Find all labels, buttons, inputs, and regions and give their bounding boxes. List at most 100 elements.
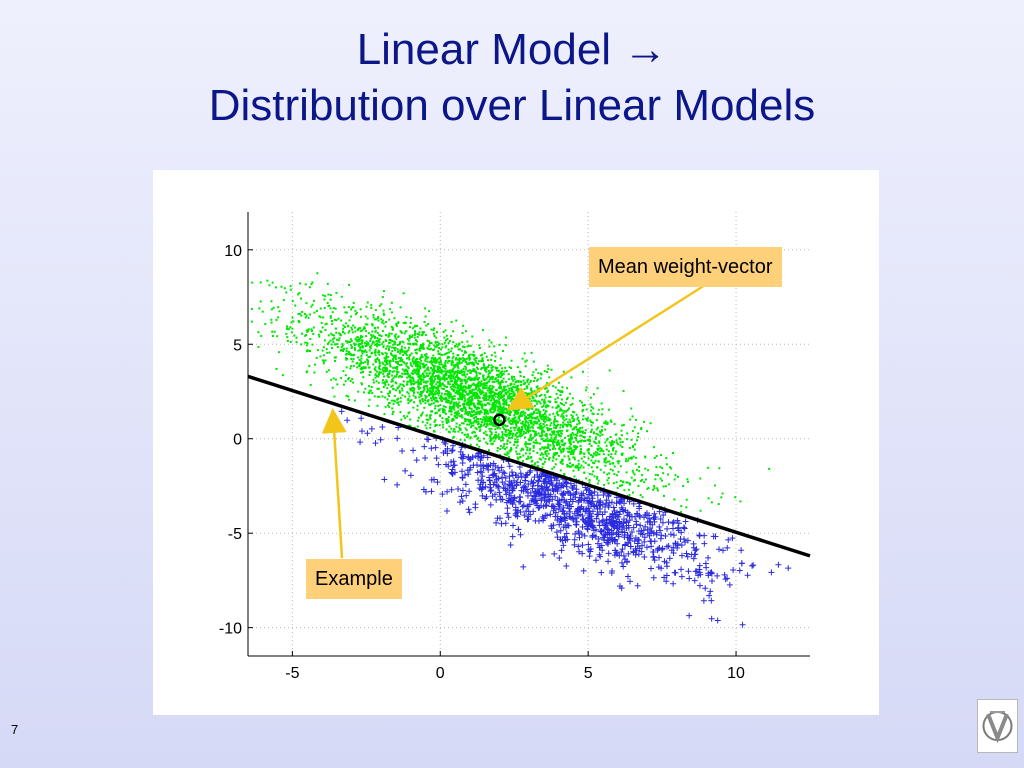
green-sample-point: [392, 399, 395, 402]
green-sample-point: [415, 343, 418, 346]
green-sample-point: [455, 425, 458, 428]
green-sample-point: [441, 343, 444, 346]
green-sample-point: [457, 366, 460, 369]
green-sample-point: [485, 386, 488, 389]
blue-sample-point: [691, 577, 698, 584]
green-sample-point: [444, 365, 447, 368]
green-sample-point: [388, 402, 391, 405]
green-sample-point: [567, 423, 570, 426]
green-sample-point: [378, 351, 381, 354]
green-sample-point: [573, 475, 576, 478]
green-sample-point: [451, 361, 454, 364]
green-sample-point: [475, 374, 478, 377]
green-sample-point: [574, 448, 577, 451]
green-sample-point: [585, 408, 588, 411]
green-sample-point: [400, 348, 403, 351]
green-sample-point: [420, 345, 423, 348]
green-sample-point: [471, 398, 474, 401]
green-sample-point: [533, 411, 536, 414]
green-sample-point: [385, 340, 388, 343]
green-sample-point: [527, 424, 530, 427]
green-sample-point: [406, 415, 409, 418]
green-sample-point: [488, 372, 491, 375]
green-sample-point: [588, 472, 591, 475]
green-sample-point: [503, 415, 506, 418]
green-sample-point: [476, 367, 479, 370]
green-sample-point: [436, 391, 439, 394]
green-sample-point: [331, 319, 334, 322]
blue-sample-point: [534, 472, 541, 479]
blue-sample-point: [601, 527, 608, 534]
green-sample-point: [479, 428, 482, 431]
green-sample-point: [497, 416, 500, 419]
green-sample-point: [534, 393, 537, 396]
green-sample-point: [389, 308, 392, 311]
green-sample-point: [555, 424, 558, 427]
green-sample-point: [402, 341, 405, 344]
green-sample-point: [488, 403, 491, 406]
green-sample-point: [635, 418, 638, 421]
blue-sample-point: [578, 531, 585, 538]
green-sample-point: [595, 419, 598, 422]
green-sample-point: [358, 343, 361, 346]
green-sample-point: [549, 396, 552, 399]
green-sample-point: [571, 415, 574, 418]
green-sample-point: [471, 410, 474, 413]
green-sample-point: [289, 326, 292, 329]
green-sample-point: [485, 398, 488, 401]
green-sample-point: [481, 353, 484, 356]
green-sample-point: [567, 434, 570, 437]
green-sample-point: [560, 451, 563, 454]
green-sample-point: [538, 426, 541, 429]
green-sample-point: [452, 390, 455, 393]
green-sample-point: [472, 368, 475, 371]
green-sample-point: [394, 375, 397, 378]
green-sample-point: [547, 428, 550, 431]
green-sample-point: [699, 477, 702, 480]
blue-sample-point: [458, 454, 465, 461]
blue-sample-point: [434, 479, 441, 486]
green-sample-point: [350, 326, 353, 329]
blue-sample-point: [693, 546, 700, 553]
green-sample-point: [281, 374, 284, 377]
green-sample-point: [385, 352, 388, 355]
blue-sample-point: [714, 572, 721, 579]
green-sample-point: [418, 369, 421, 372]
green-sample-point: [429, 426, 432, 429]
green-sample-point: [271, 335, 274, 338]
blue-sample-point: [563, 530, 570, 537]
x-tick-label: 10: [727, 665, 745, 682]
green-sample-point: [395, 370, 398, 373]
green-sample-point: [587, 451, 590, 454]
green-sample-point: [474, 415, 477, 418]
green-sample-point: [294, 304, 297, 307]
green-sample-point: [546, 364, 549, 367]
green-sample-point: [439, 382, 442, 385]
green-sample-point: [441, 383, 444, 386]
green-sample-point: [369, 337, 372, 340]
green-sample-point: [417, 385, 420, 388]
green-sample-point: [655, 466, 658, 469]
green-sample-point: [446, 352, 449, 355]
green-sample-point: [528, 392, 531, 395]
green-sample-point: [589, 419, 592, 422]
green-sample-point: [537, 387, 540, 390]
green-sample-point: [472, 424, 475, 427]
green-sample-point: [453, 408, 456, 411]
green-sample-point: [458, 342, 461, 345]
green-sample-point: [568, 442, 571, 445]
green-sample-point: [499, 427, 502, 430]
green-sample-point: [363, 391, 366, 394]
blue-sample-point: [653, 531, 660, 538]
green-sample-point: [364, 344, 367, 347]
blue-sample-point: [470, 462, 477, 469]
blue-sample-point: [428, 488, 435, 495]
green-sample-point: [483, 384, 486, 387]
blue-sample-point: [596, 522, 603, 529]
green-sample-point: [414, 332, 417, 335]
green-sample-point: [529, 381, 532, 384]
green-sample-point: [313, 311, 316, 314]
green-sample-point: [473, 393, 476, 396]
green-sample-point: [433, 344, 436, 347]
green-sample-point: [355, 311, 358, 314]
